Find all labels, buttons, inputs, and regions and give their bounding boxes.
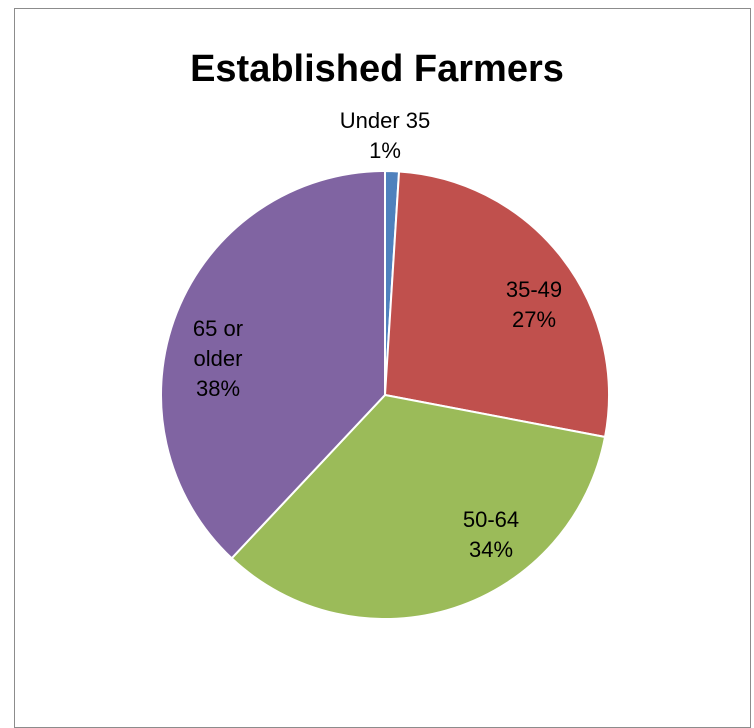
data-label-65-or-older: 65 or older 38% <box>193 316 243 401</box>
data-label-50-64: 50-64 34% <box>463 507 519 562</box>
chart-title: Established Farmers <box>190 48 564 90</box>
data-label-under-35: Under 35 1% <box>340 108 431 163</box>
pie-slice-65-or-older <box>160 169 386 560</box>
data-label-35-49: 35-49 27% <box>506 277 562 332</box>
pie-slice-35-49 <box>383 170 610 439</box>
pie-slice-50-64 <box>230 393 607 620</box>
